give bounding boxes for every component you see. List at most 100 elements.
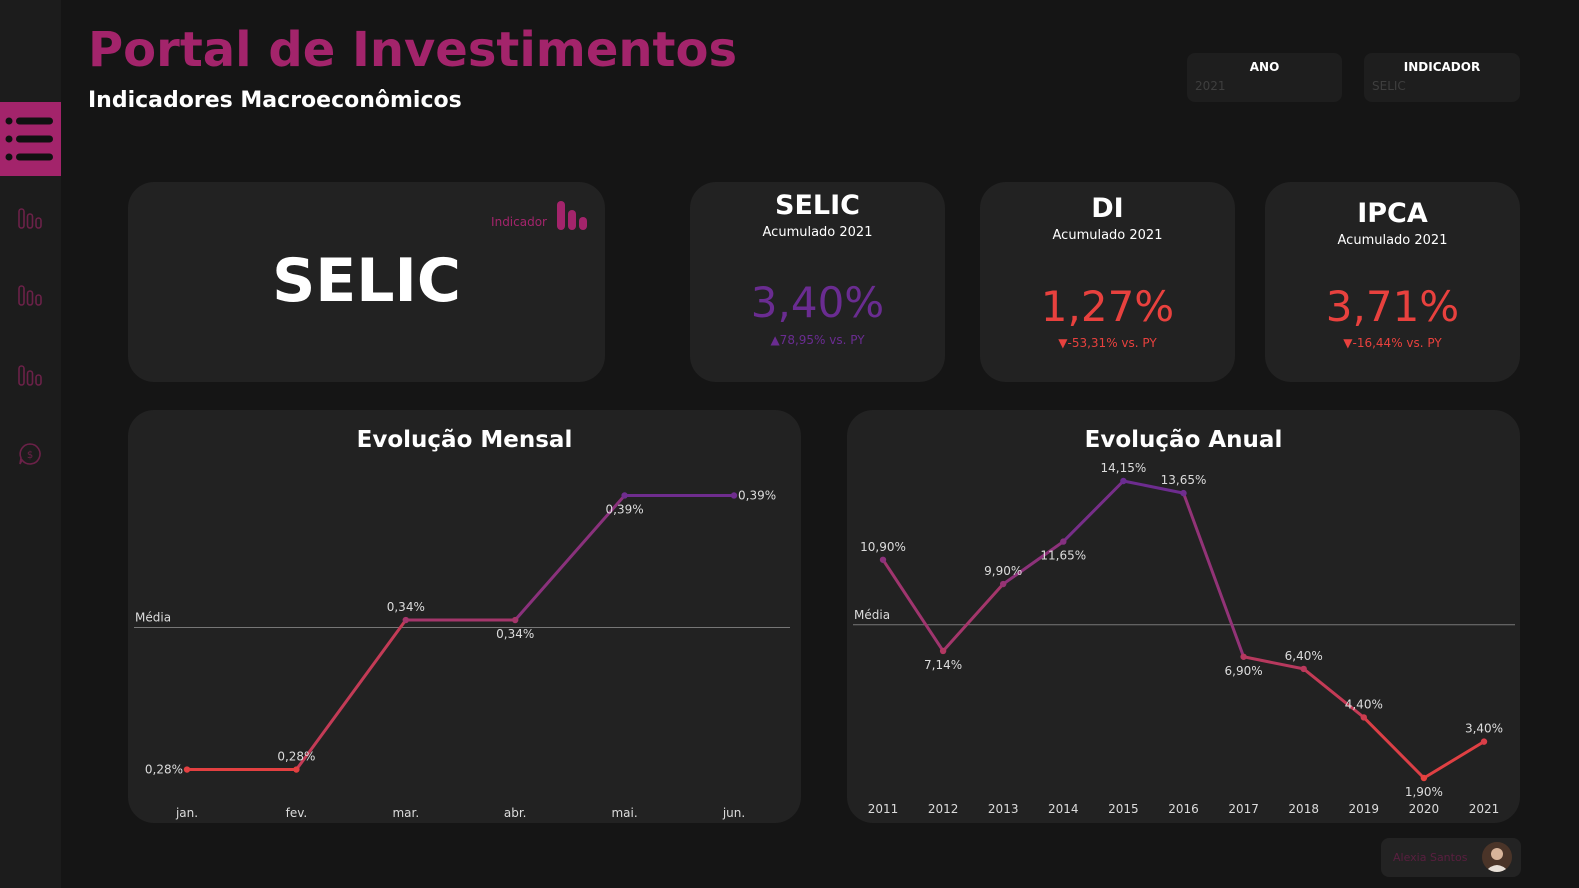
selected-indicator-card: Indicador SELIC (128, 182, 605, 382)
line-segment (513, 493, 627, 622)
data-point[interactable] (1240, 653, 1247, 660)
data-label: 0,39% (606, 502, 644, 516)
line-segment (1121, 479, 1185, 495)
kpi-subtitle: Acumulado 2021 (762, 225, 873, 240)
x-tick-label: 2012 (928, 802, 959, 816)
year-filter-label: ANO (1249, 60, 1280, 74)
indicator-filter[interactable]: INDICADOR SELIC (1364, 53, 1520, 102)
monthly-line-chart: Média 0,28% jan. 0,28% fev. 0,34% mar. 0,34% abr… (134, 488, 790, 820)
kpi-subtitle: Acumulado 2021 (1052, 228, 1163, 243)
year-filter[interactable]: ANO 2021 (1187, 53, 1342, 102)
data-point[interactable] (293, 766, 300, 773)
line-segment (1302, 667, 1366, 719)
x-tick-label: 2011 (868, 802, 899, 816)
x-tick-label: mar. (392, 806, 419, 820)
user-badge[interactable]: Alexia Santos (1381, 838, 1521, 877)
x-tick-label: 2020 (1409, 802, 1440, 816)
data-label: 4,40% (1345, 697, 1383, 711)
x-tick-label: 2018 (1288, 802, 1319, 816)
kpi-subtitle: Acumulado 2021 (1337, 233, 1448, 248)
line-segment (294, 618, 408, 772)
kpi-card-di: DI Acumulado 2021 1,27% ▼-53,31% vs. PY (980, 182, 1235, 382)
line-segment (941, 582, 1005, 653)
line-segment (1001, 540, 1065, 586)
x-tick-label: 2019 (1349, 802, 1380, 816)
data-label: 0,34% (496, 627, 534, 641)
data-label: 10,90% (860, 540, 906, 554)
average-label: Média (135, 611, 171, 625)
data-point[interactable] (1420, 774, 1428, 782)
data-label: 6,90% (1225, 664, 1263, 678)
sidebar: $ (0, 0, 61, 888)
data-point[interactable] (402, 616, 409, 624)
average-label: Média (854, 608, 890, 622)
x-tick-label: 2017 (1228, 802, 1259, 816)
kpi-value: 3,40% (750, 278, 885, 327)
data-label: 0,34% (387, 600, 425, 614)
kpi-card-ipca: IPCA Acumulado 2021 3,71% ▼-16,44% vs. P… (1265, 182, 1520, 382)
kpi-card-selic: SELIC Acumulado 2021 3,40% ▲78,95% vs. P… (690, 182, 945, 382)
page-subtitle: Indicadores Macroeconômicos (88, 88, 462, 113)
data-point[interactable] (939, 647, 947, 655)
kpi-name: DI (1091, 193, 1124, 224)
data-point[interactable] (1120, 477, 1127, 485)
line-segment (1422, 740, 1486, 780)
bar-chart-icon[interactable] (16, 203, 44, 231)
data-label: 3,40% (1465, 722, 1503, 736)
money-chat-icon[interactable]: $ (16, 440, 44, 468)
line-segment (1061, 479, 1125, 544)
kpi-value: 3,71% (1325, 282, 1460, 331)
x-tick-label: jun. (722, 806, 745, 820)
kpi-value: 1,27% (1040, 282, 1175, 331)
kpi-name: SELIC (775, 190, 860, 221)
data-point[interactable] (1060, 538, 1067, 545)
data-label: 13,65% (1161, 473, 1207, 487)
x-tick-label: 2014 (1048, 802, 1079, 816)
data-point[interactable] (1300, 665, 1307, 673)
annual-chart-card: Evolução Anual Média 10,90% 2011 7,14% 2012 9… (847, 410, 1520, 823)
data-point[interactable] (1480, 738, 1488, 745)
data-label: 0,28% (145, 763, 183, 777)
line-segment (881, 558, 945, 653)
menu-button[interactable] (0, 102, 61, 176)
data-point[interactable] (1000, 580, 1007, 588)
kpi-delta: ▼-53,31% vs. PY (1058, 336, 1157, 350)
x-tick-label: 2015 (1108, 802, 1139, 816)
kpi-delta: ▲78,95% vs. PY (770, 333, 865, 347)
indicator-filter-value: SELIC (1372, 79, 1406, 93)
monthly-chart-card: Evolução Mensal Média 0,28% jan. 0,28% fev. 0… (128, 410, 801, 823)
avatar (1482, 842, 1512, 872)
x-tick-label: mai. (611, 806, 637, 820)
data-label: 0,28% (277, 750, 315, 764)
bar-chart-icon (557, 201, 587, 230)
data-point[interactable] (183, 766, 191, 773)
line-segment (1362, 715, 1426, 780)
data-point[interactable] (621, 492, 628, 499)
data-label: 6,40% (1285, 649, 1323, 663)
chart-title: Evolução Anual (1084, 427, 1283, 453)
line-segment (1242, 655, 1306, 671)
svg-text:$: $ (27, 450, 33, 461)
user-name: Alexia Santos (1393, 851, 1468, 864)
user-avatar-icon (1482, 842, 1512, 872)
data-point[interactable] (512, 616, 519, 624)
x-tick-label: 2016 (1168, 802, 1199, 816)
x-tick-label: 2021 (1469, 802, 1500, 816)
kpi-delta: ▼-16,44% vs. PY (1343, 336, 1442, 350)
list-icon (5, 117, 53, 161)
x-tick-label: jan. (175, 806, 198, 820)
x-tick-label: abr. (504, 806, 527, 820)
data-point[interactable] (730, 492, 738, 499)
page-title: Portal de Investimentos (88, 22, 738, 78)
bar-chart-icon[interactable] (16, 280, 44, 308)
data-point[interactable] (879, 556, 887, 563)
data-label: 0,39% (738, 488, 776, 502)
x-tick-label: 2013 (988, 802, 1019, 816)
data-label: 1,90% (1405, 785, 1443, 799)
data-point[interactable] (1360, 714, 1367, 721)
bar-chart-icon[interactable] (16, 360, 44, 388)
data-label: 11,65% (1040, 549, 1086, 563)
data-point[interactable] (1180, 489, 1187, 497)
line-segment (1182, 491, 1246, 659)
chart-title: Evolução Mensal (356, 427, 573, 453)
